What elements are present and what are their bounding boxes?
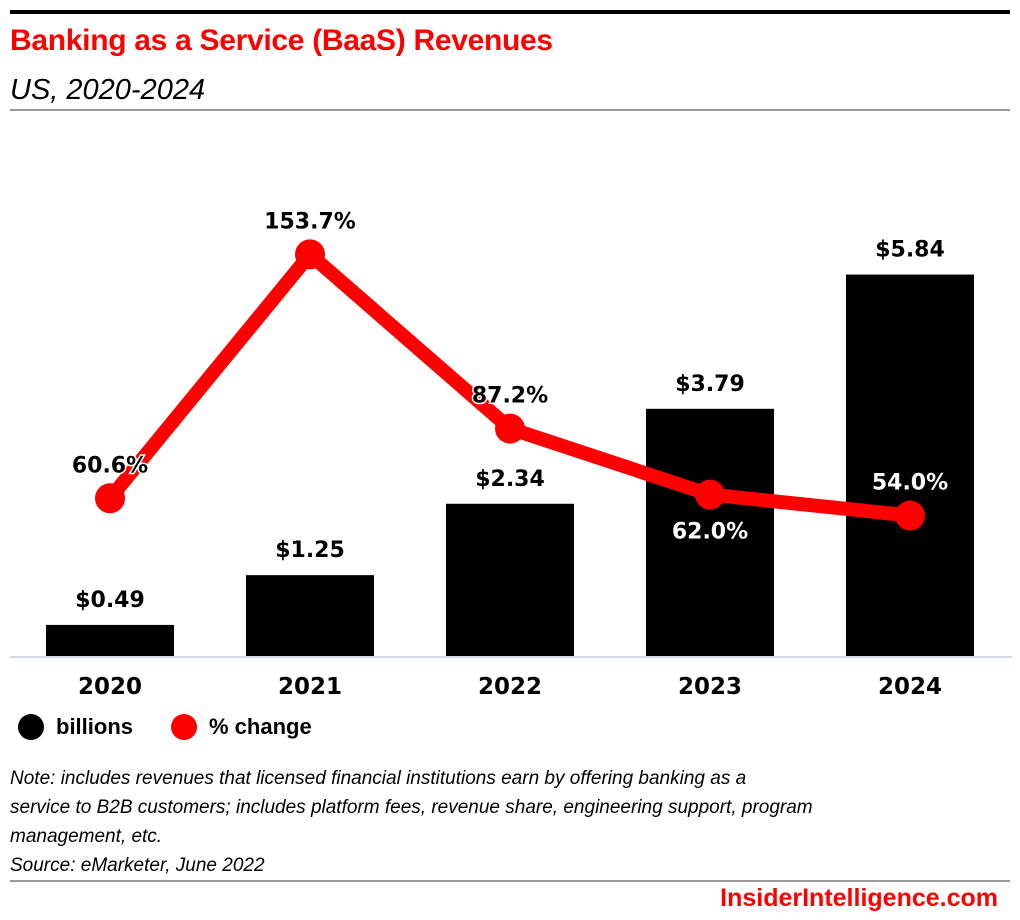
legend-item-billions: billions [18,714,133,740]
bars-layer [46,274,974,657]
legend-swatch-billions [18,714,44,740]
x-tick-label-2021: 2021 [278,674,342,700]
bar-2020 [46,624,174,657]
pct-change-point-2023 [695,479,725,510]
x-tick-label-2024: 2024 [878,674,942,700]
legend-label-billions: billions [56,714,133,739]
source-line: Source: eMarketer, June 2022 [10,855,265,876]
pct-change-point-2021 [295,239,325,270]
bar-value-label-2023: $3.79 [675,372,745,397]
chart-title: Banking as a Service (BaaS) Revenues [10,24,553,57]
note-line-1: Note: includes revenues that licensed fi… [10,768,747,789]
pct-change-point-2022 [495,413,525,444]
pct-change-point-2020 [95,483,125,514]
legend-item-pct-change: % change [171,714,312,740]
bar-value-label-2022: $2.34 [475,467,545,492]
top-rule [10,10,1010,14]
x-tick-label-2022: 2022 [478,674,542,700]
bar-2021 [246,575,374,657]
legend: billions % change [18,714,350,740]
bar-value-label-2020: $0.49 [75,588,145,613]
x-tick-label-2020: 2020 [78,674,142,700]
pct-change-label-2022: 87.2% [472,384,548,409]
bar-2022 [446,503,574,657]
pct-change-label-2021: 153.7% [264,209,356,234]
notes: Note: includes revenues that licensed fi… [10,764,990,880]
note-line-2: service to B2B customers; includes platf… [10,797,813,818]
bar-2024 [846,274,974,657]
brand-link[interactable]: InsiderIntelligence.com [720,884,998,912]
pct-change-point-2024 [895,500,925,531]
subtitle-rule [10,109,1010,111]
bar-value-label-2024: $5.84 [875,238,945,263]
bottom-rule [10,880,1010,882]
labels-layer: $0.49 $1.25 $2.34 $3.79 $5.84 60.6% 153.7% 87.2… [70,208,948,613]
legend-label-pct-change: % change [209,714,312,739]
bar-2023 [646,408,774,657]
x-tick-label-2023: 2023 [678,674,742,700]
pct-change-label-2020: 60.6% [72,453,148,478]
note-line-3: management, etc. [10,826,163,847]
chart-subtitle: US, 2020-2024 [10,74,206,106]
line-layer [95,239,925,531]
bar-value-label-2021: $1.25 [275,538,345,563]
legend-swatch-pct-change [171,714,197,740]
pct-change-label-2023: 62.0% [672,520,748,545]
x-tick-labels: 2020 2021 2022 2023 2024 [78,674,942,700]
pct-change-label-2024: 54.0% [872,471,948,496]
